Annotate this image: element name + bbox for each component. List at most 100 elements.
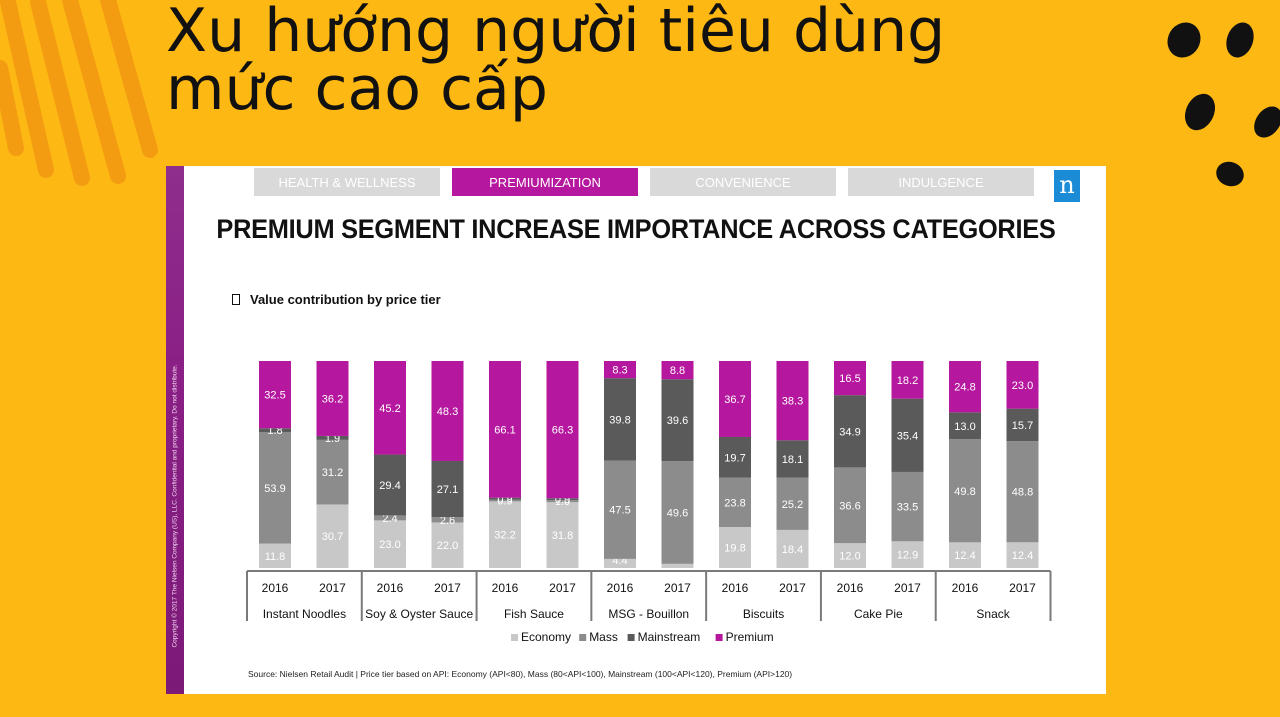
group-label: Cake Pie (854, 607, 903, 621)
data-label: 49.8 (954, 486, 975, 498)
group-label: Fish Sauce (504, 607, 564, 621)
bar-segment-mainstream (604, 378, 636, 461)
bar-segment-premium (949, 361, 981, 413)
bar-segment-premium (661, 361, 694, 380)
data-label: 66.1 (494, 424, 515, 436)
x-tick-label: 2017 (779, 581, 806, 595)
x-tick-label: 2017 (664, 581, 691, 595)
bar-segment-mainstream (431, 460, 464, 518)
data-label: 19.7 (724, 452, 745, 464)
bar-segment-premium (374, 361, 406, 455)
data-label: 15.7 (1012, 420, 1033, 432)
bar-segment-premium (489, 361, 521, 498)
data-label: 27.1 (437, 484, 458, 496)
bar-segment-economy (316, 504, 349, 568)
bar-segment-economy (834, 543, 866, 568)
x-tick-label: 2016 (607, 581, 634, 595)
bar-segment-mainstream (546, 498, 579, 501)
bar-segment-mainstream (834, 395, 866, 468)
data-label: 36.6 (839, 500, 860, 512)
data-label: 11.8 (265, 551, 286, 563)
bar-segment-premium (259, 361, 291, 429)
tab-premiumization: PREMIUMIZATION (452, 168, 638, 196)
legend-swatch-premium (715, 634, 723, 641)
data-label: 30.7 (322, 531, 343, 543)
group-label: Snack (976, 607, 1010, 621)
data-label: 12.0 (839, 551, 860, 563)
bar-segment-economy (546, 502, 579, 568)
data-label: 32.2 (494, 530, 515, 542)
bar-segment-premium (431, 361, 464, 461)
data-label: 31.2 (322, 467, 343, 479)
bar-segment-mass (546, 500, 579, 503)
data-label: 24.8 (954, 382, 975, 394)
bar-segment-mass (891, 471, 924, 542)
data-label: 16.5 (839, 373, 860, 385)
legend-swatch-mainstream (627, 634, 635, 641)
bar-segment-mass (661, 461, 694, 564)
data-label: 39.6 (667, 415, 688, 427)
data-label: 23.8 (724, 497, 745, 509)
data-label: 53.9 (264, 483, 285, 495)
bar-segment-premium (1006, 361, 1039, 409)
bar-segment-premium (546, 361, 579, 499)
chart-title: PREMIUM SEGMENT INCREASE IMPORTANCE ACRO… (216, 214, 1056, 244)
data-label: 22.0 (437, 540, 458, 552)
bullet-box-icon (232, 294, 240, 305)
bar-segment-mainstream (489, 497, 521, 500)
x-tick-label: 2017 (434, 581, 461, 595)
data-label: 47.5 (609, 505, 630, 517)
data-label: 29.4 (379, 480, 400, 492)
bar-segment-mainstream (661, 379, 694, 462)
data-label: 38.3 (782, 396, 803, 408)
tab-convenience: CONVENIENCE (650, 168, 836, 196)
data-label: 45.2 (379, 403, 400, 415)
bar-segment-premium (776, 361, 809, 441)
bar-segment-mass (1006, 441, 1039, 543)
bar-segment-economy (1006, 542, 1039, 568)
side-band: Copyright © 2017 The Nielsen Company (US… (166, 166, 184, 694)
brand-logo-icon: n (1054, 170, 1080, 202)
tab-health-wellness: HEALTH & WELLNESS (254, 168, 440, 196)
bar-segment-mainstream (374, 454, 406, 516)
x-tick-label: 2017 (319, 581, 346, 595)
x-tick-label: 2016 (262, 581, 289, 595)
x-tick-label: 2016 (492, 581, 519, 595)
x-tick-label: 2017 (1009, 581, 1036, 595)
legend-label-premium: Premium (726, 630, 774, 644)
data-label: 2.6 (440, 515, 455, 527)
bar-segment-mass (604, 460, 636, 559)
group-label: Biscuits (743, 607, 784, 621)
bar-segment-economy (259, 543, 291, 568)
bar-segment-mass (431, 517, 464, 523)
bar-segment-economy (719, 527, 751, 568)
bar-segment-mainstream (891, 398, 924, 472)
x-tick-label: 2016 (377, 581, 404, 595)
data-label: 18.4 (782, 544, 803, 556)
bar-segment-economy (431, 522, 464, 568)
bar-segment-mainstream (1006, 408, 1039, 442)
embedded-slide: Copyright © 2017 The Nielsen Company (US… (166, 166, 1106, 694)
group-label: Soy & Oyster Sauce (365, 607, 473, 621)
bar-segment-mass (316, 439, 349, 505)
group-label: Instant Noodles (263, 607, 346, 621)
chart-subtitle-text: Value contribution by price tier (250, 292, 441, 307)
source-note: Source: Nielsen Retail Audit | Price tie… (248, 669, 793, 679)
data-label: 35.4 (897, 430, 918, 442)
bar-segment-mass (489, 499, 521, 502)
data-label: 36.2 (322, 393, 343, 405)
bar-segment-mainstream (949, 412, 981, 440)
bar-segment-premium (891, 361, 924, 399)
orange-brush-strokes-decoration (0, 0, 158, 186)
x-tick-label: 2016 (722, 581, 749, 595)
data-label: 2.4 (382, 513, 397, 525)
data-label: 12.9 (897, 550, 918, 562)
legend-swatch-economy (511, 634, 518, 641)
legend-label-economy: Economy (521, 630, 571, 644)
black-dots-decoration (1167, 22, 1280, 187)
stacked-bar-chart: 11.853.91.832.530.731.21.936.223.02.429.… (246, 361, 1052, 644)
data-label: 19.8 (724, 543, 745, 555)
data-label: 23.0 (379, 539, 400, 551)
data-label: 39.8 (609, 414, 630, 426)
group-label: MSG - Bouillon (608, 607, 689, 621)
